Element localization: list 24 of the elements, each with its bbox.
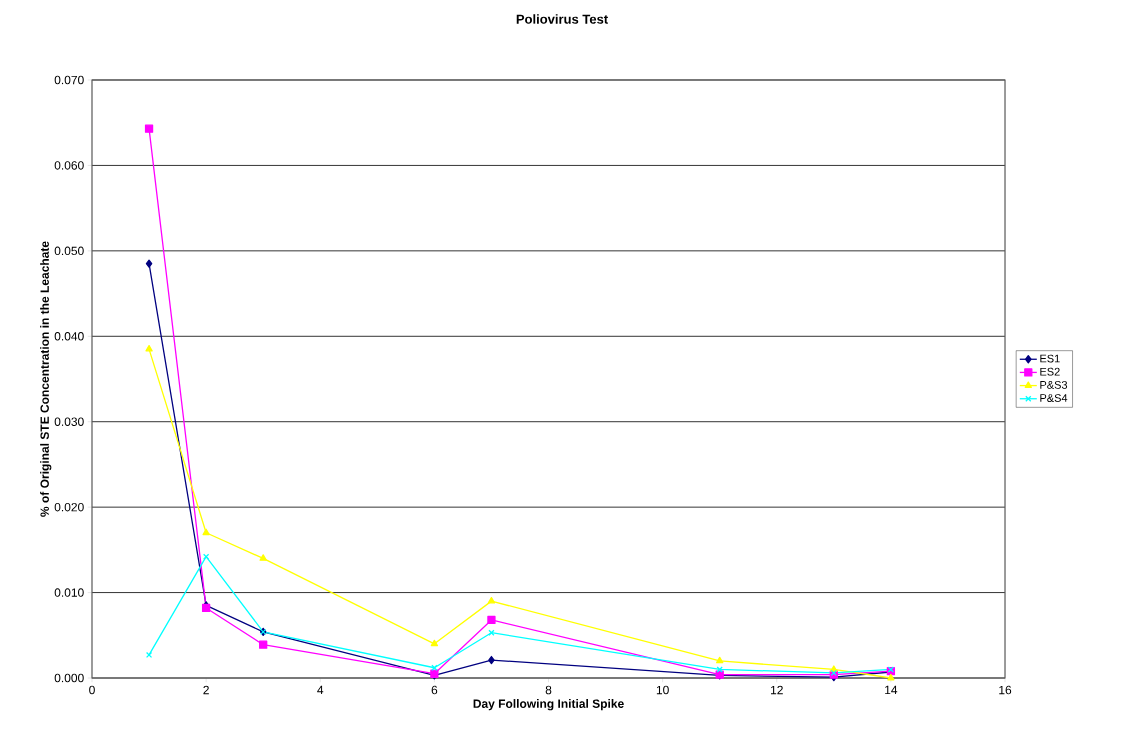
x-tick-label: 14 [885,685,898,695]
legend-label: ES1 [1040,354,1060,363]
legend-label: ES2 [1040,367,1060,376]
y-tick-label: 0.010 [54,588,84,597]
x-tick-label: 12 [771,685,783,695]
x-tick-label: 4 [317,685,324,695]
x-axis-title: Day Following Initial Spike [473,699,624,711]
y-tick-label: 0.060 [54,161,84,170]
y-tick-label: 0.050 [54,246,84,256]
y-tick-label: 0.040 [54,332,84,341]
x-tick-label: 10 [656,685,669,695]
y-tick-label: 0.000 [54,673,84,683]
x-tick-label: 16 [999,685,1012,695]
y-axis-title: % of Original STE Concentration in the Leachate [40,241,52,517]
x-tick-label: 2 [203,685,209,695]
legend-label: P&S3 [1040,380,1068,389]
x-tick-label: 0 [89,685,95,695]
y-tick-label: 0.020 [54,502,84,512]
y-tick-label: 0.030 [54,417,84,426]
legend-label: P&S4 [1040,394,1068,402]
y-tick-label: 0.070 [54,75,84,85]
x-tick-label: 8 [545,685,552,695]
chart-title: Poliovirus Test [516,14,608,24]
x-tick-label: 6 [431,685,438,695]
